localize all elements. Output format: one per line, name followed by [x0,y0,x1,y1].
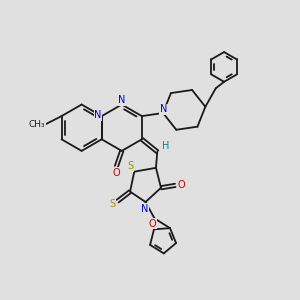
Text: N: N [118,95,125,105]
Text: S: S [128,161,134,171]
Text: N: N [94,110,102,120]
Text: CH₃: CH₃ [28,120,45,129]
Text: O: O [177,180,185,190]
Text: O: O [149,219,156,229]
Text: H: H [162,141,169,152]
Text: O: O [112,168,120,178]
Text: N: N [141,204,148,214]
Text: N: N [160,104,167,114]
Text: S: S [109,199,115,209]
